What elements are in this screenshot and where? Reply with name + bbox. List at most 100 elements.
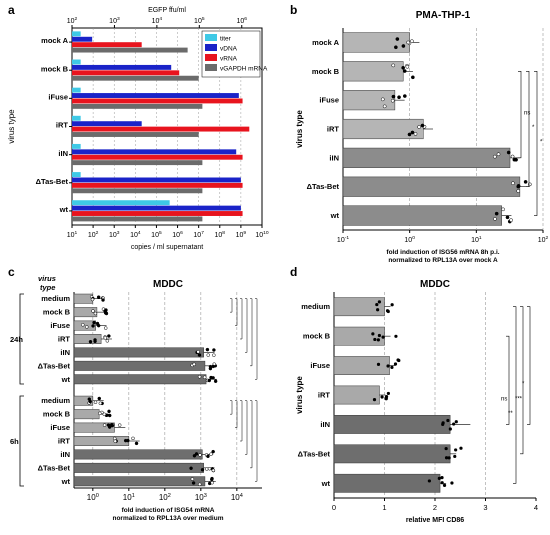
chart-title-b: PMA-THP-1 xyxy=(416,10,471,21)
category-label-c: iIN xyxy=(60,450,70,459)
data-point-d xyxy=(452,422,456,426)
data-point-c xyxy=(210,476,214,481)
data-point-c xyxy=(102,423,107,427)
legend-label-a: vDNA xyxy=(220,46,238,53)
bar-vrna xyxy=(72,182,243,188)
x-tick-label-a: 103 xyxy=(109,230,120,239)
data-point-c xyxy=(126,438,130,443)
x-tick-label-a: 106 xyxy=(172,230,183,239)
data-point-b xyxy=(523,180,528,184)
data-point-d xyxy=(459,446,463,450)
data-point-b xyxy=(401,65,406,70)
data-point-c xyxy=(103,309,107,313)
data-point-d xyxy=(390,303,394,307)
y-axis-label-a: virus type xyxy=(7,109,16,144)
x-tick-label-d: 2 xyxy=(433,503,437,512)
data-point-c xyxy=(107,334,111,338)
data-point-d xyxy=(371,332,375,336)
x-tick-label-a: 107 xyxy=(193,230,204,239)
category-label-d: iRT xyxy=(318,391,331,400)
data-point-c xyxy=(98,411,102,416)
data-point-b xyxy=(405,64,410,69)
data-point-d xyxy=(448,427,452,431)
data-point-c xyxy=(131,436,135,441)
data-point-b xyxy=(410,75,415,80)
bar-titer xyxy=(72,200,170,206)
x-axis-label-c: fold induction of ISG54 mRNA xyxy=(122,507,215,514)
data-point-c xyxy=(96,295,101,299)
data-point-c xyxy=(197,482,202,487)
panel-b: PMA-THP-1 10-1 100 101 102 fold induction of … xyxy=(295,10,549,264)
data-point-d xyxy=(381,335,385,339)
data-point-c xyxy=(207,378,212,383)
data-point-c xyxy=(211,449,215,454)
significance-bracket-c xyxy=(230,298,233,313)
x-tick-label-a: 105 xyxy=(151,230,162,239)
category-label-c: mock B xyxy=(43,308,71,317)
data-point-d xyxy=(390,365,394,369)
x-tick-label-a: 102 xyxy=(88,230,99,239)
data-point-c xyxy=(205,347,210,352)
data-point-c xyxy=(190,477,195,481)
bar-vrna xyxy=(72,211,243,216)
data-point-b xyxy=(496,152,501,157)
data-point-c xyxy=(200,467,205,472)
data-point-d xyxy=(454,420,458,424)
category-label-c: wt xyxy=(61,375,71,384)
data-point-c xyxy=(211,468,216,473)
data-point-d xyxy=(444,456,449,460)
data-point-b xyxy=(402,94,407,98)
x-tick-label-a: 101 xyxy=(67,230,78,239)
data-point-b xyxy=(390,98,395,103)
data-point-c xyxy=(196,350,200,354)
x-tick-label-b: 101 xyxy=(471,235,482,244)
x-tick-label-a: 104 xyxy=(130,230,141,239)
category-label-b: ΔTas-Bet xyxy=(307,182,340,191)
data-point-d xyxy=(442,483,447,488)
data-point-b xyxy=(516,189,521,193)
category-label-c: iFuse xyxy=(50,423,70,432)
data-point-b xyxy=(516,184,521,188)
bar-vrna xyxy=(72,154,243,160)
data-point-c xyxy=(210,480,214,485)
data-point-d xyxy=(453,454,457,459)
data-point-b xyxy=(406,40,410,45)
top-tick-label-a: 105 xyxy=(194,16,205,25)
data-point-c xyxy=(88,399,92,404)
bar-c xyxy=(73,422,115,433)
data-point-d xyxy=(444,446,448,451)
bar-vdna xyxy=(72,121,142,127)
data-point-b xyxy=(493,154,497,159)
bar-vrna xyxy=(72,70,180,76)
panel-letter-a: a xyxy=(8,3,15,17)
data-point-d xyxy=(437,476,441,481)
x-tick-label-a: 108 xyxy=(215,230,226,239)
significance-bracket-b xyxy=(534,70,538,216)
category-label-a: iFuse xyxy=(48,92,68,101)
category-label-c: ΔTas-Bet xyxy=(38,463,71,472)
data-point-b xyxy=(512,157,517,162)
data-point-b xyxy=(410,39,414,44)
data-point-d xyxy=(394,334,398,338)
x-tick-label-b: 102 xyxy=(538,235,549,244)
category-label-b: mock B xyxy=(312,67,340,76)
bar-vgapdh-mrna xyxy=(72,188,203,194)
data-point-d xyxy=(376,308,380,312)
data-point-d xyxy=(393,362,398,366)
significance-bracket-d xyxy=(513,306,517,484)
data-point-c xyxy=(117,423,122,427)
bar-vgapdh-mrna xyxy=(72,132,199,137)
x-tick-label-b: 100 xyxy=(404,235,415,244)
x-tick-label-c: 102 xyxy=(159,493,171,502)
data-point-c xyxy=(103,336,108,340)
category-label-d: medium xyxy=(301,302,330,311)
data-point-c xyxy=(91,324,95,328)
category-label-b: iIN xyxy=(329,153,339,162)
significance-bracket-c xyxy=(235,400,238,428)
bar-vdna xyxy=(72,177,241,183)
data-point-b xyxy=(382,104,387,109)
x-axis-label-b-2: normalized to RPL13A over mock A xyxy=(388,257,498,264)
bar-titer xyxy=(72,59,81,65)
legend-swatch-a xyxy=(205,64,217,71)
